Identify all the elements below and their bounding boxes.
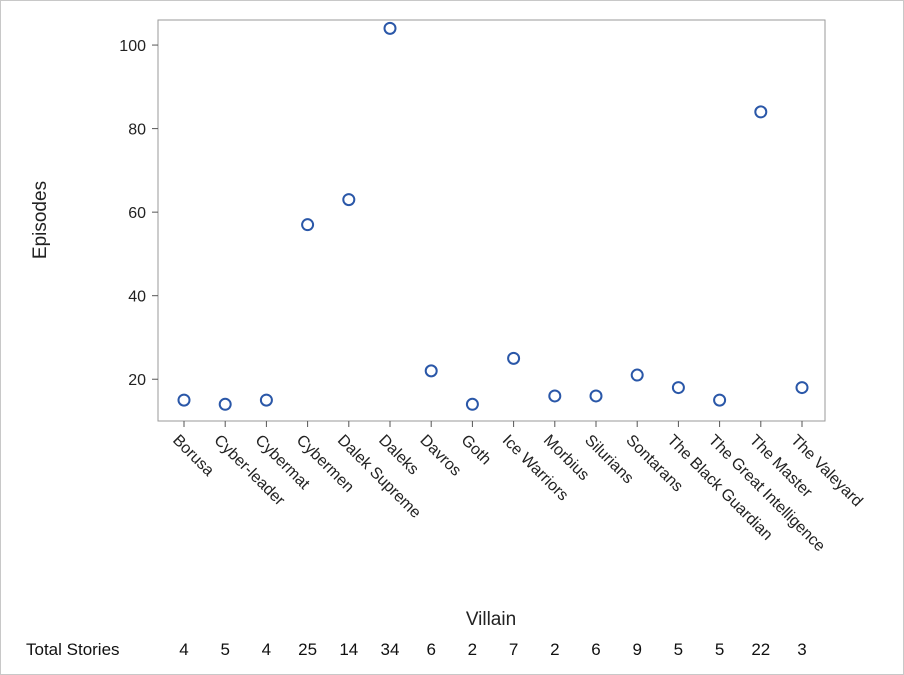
total-stories-value: 6 xyxy=(426,640,435,659)
data-point xyxy=(713,393,727,407)
data-point xyxy=(795,381,809,395)
plot-border xyxy=(157,19,826,422)
data-point xyxy=(342,193,356,207)
total-stories-value: 2 xyxy=(468,640,477,659)
total-stories-value: 14 xyxy=(339,640,358,659)
data-point xyxy=(465,397,479,411)
data-point xyxy=(218,397,232,411)
x-tick-label: The Valeyard xyxy=(787,432,865,510)
x-tick-label: Goth xyxy=(458,432,495,469)
plot-area xyxy=(157,19,826,422)
total-stories-value: 5 xyxy=(715,640,724,659)
total-stories-row: Total Stories 4 5 4 25 14 34 6 2 7 2 6 9 5 5 22 3 xyxy=(26,640,807,659)
x-axis: BorusaCyber-leaderCybermatCybermenDalek … xyxy=(169,421,866,555)
data-point xyxy=(671,381,685,395)
total-stories-value: 34 xyxy=(381,640,400,659)
total-stories-value: 9 xyxy=(632,640,641,659)
data-point xyxy=(383,21,397,35)
data-point xyxy=(548,389,562,403)
total-stories-value: 4 xyxy=(262,640,271,659)
total-stories-value: 7 xyxy=(509,640,518,659)
y-tick-label: 40 xyxy=(128,289,146,306)
y-tick-label: 20 xyxy=(128,372,146,389)
x-tick-label: Davros xyxy=(416,432,464,480)
y-tick-label: 80 xyxy=(128,122,146,139)
total-stories-value: 5 xyxy=(220,640,229,659)
data-points xyxy=(177,21,809,411)
x-tick-label: Borusa xyxy=(169,432,217,480)
data-point xyxy=(177,393,191,407)
total-stories-value: 2 xyxy=(550,640,559,659)
data-point xyxy=(259,393,273,407)
data-point xyxy=(301,218,315,232)
data-point xyxy=(589,389,603,403)
total-stories-value: 6 xyxy=(591,640,600,659)
y-tick-label: 100 xyxy=(119,38,146,55)
total-stories-value: 4 xyxy=(179,640,188,659)
y-axis-label: Episodes xyxy=(30,181,51,259)
y-tick-label: 60 xyxy=(128,205,146,222)
data-point xyxy=(630,368,644,382)
total-stories-label: Total Stories xyxy=(26,640,120,659)
total-stories-value: 5 xyxy=(674,640,683,659)
total-stories-value: 22 xyxy=(751,640,770,659)
total-stories-value: 3 xyxy=(797,640,806,659)
y-axis: 20 40 60 80 100 xyxy=(119,38,158,389)
data-point xyxy=(424,364,438,378)
data-point xyxy=(507,351,521,365)
x-axis-label: Villain xyxy=(466,609,516,630)
total-stories-value: 25 xyxy=(298,640,317,659)
data-point xyxy=(754,105,768,119)
